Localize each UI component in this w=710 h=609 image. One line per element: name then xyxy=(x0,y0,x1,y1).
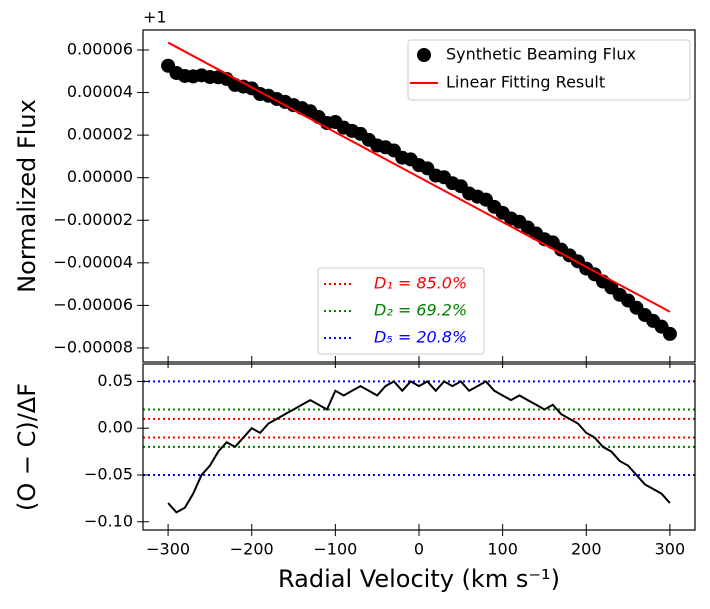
line xyxy=(167,380,671,514)
legend-label: D₁ = 85.0% xyxy=(374,274,467,293)
x-tick-label: 300 xyxy=(655,540,686,559)
x-tick-label: 100 xyxy=(487,540,518,559)
legend-label: D₅ = 20.8% xyxy=(374,328,467,347)
y-tick-label: 0.00004 xyxy=(67,82,133,101)
y-tick-label: −0.10 xyxy=(84,511,133,530)
y-tick-label: 0.00006 xyxy=(67,40,133,59)
legend-marker xyxy=(417,48,431,62)
x-tick-label: 0 xyxy=(414,540,424,559)
plot-area xyxy=(143,380,695,514)
y-tick-label: −0.00002 xyxy=(53,210,133,229)
plot-area xyxy=(161,41,677,341)
legend-label: Linear Fitting Result xyxy=(446,73,605,92)
scatter-point xyxy=(662,326,677,341)
line xyxy=(167,41,671,313)
y-tick-label: 0.00 xyxy=(97,418,133,437)
y-tick-label: 0.00002 xyxy=(67,125,133,144)
offset-text: +1 xyxy=(143,8,167,27)
x-tick-label: −100 xyxy=(313,540,357,559)
y-tick-label: 0.00000 xyxy=(67,167,133,186)
y-tick-label: −0.00008 xyxy=(53,337,133,356)
axes-frame xyxy=(142,363,696,531)
legend-box xyxy=(407,39,691,101)
y-tick-label: 0.05 xyxy=(97,371,133,390)
x-tick-label: −200 xyxy=(230,540,274,559)
x-tick-label: 200 xyxy=(571,540,602,559)
x-tick-label: −300 xyxy=(146,540,190,559)
axes-frame xyxy=(142,29,696,363)
legend-label: Synthetic Beaming Flux xyxy=(446,45,636,64)
x-axis-label: Radial Velocity (km s⁻¹) xyxy=(278,565,560,593)
y-axis-label: Normalized Flux xyxy=(13,99,41,293)
legend-box xyxy=(317,267,485,355)
y-tick-label: −0.05 xyxy=(84,464,133,483)
y-tick-label: −0.00004 xyxy=(53,252,133,271)
y-tick-label: −0.00006 xyxy=(53,295,133,314)
y-axis-label: (O − C)/ΔF xyxy=(13,383,41,511)
legend-label: D₂ = 69.2% xyxy=(374,301,467,320)
